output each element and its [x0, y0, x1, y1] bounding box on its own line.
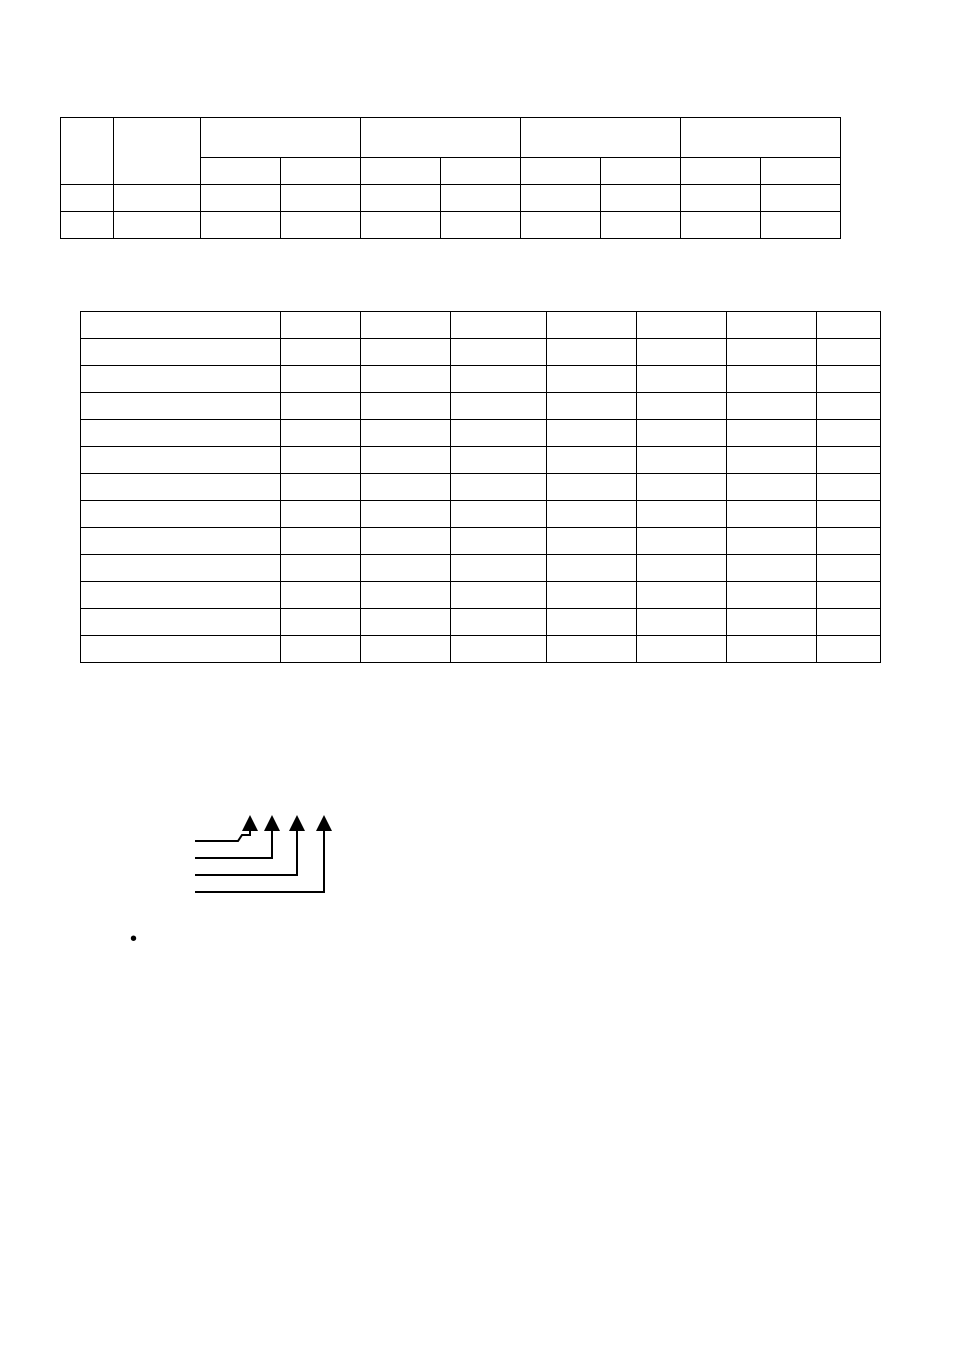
table-1-r2-c4 — [281, 212, 361, 239]
table-1-sub-1a — [201, 158, 281, 185]
table-2-row — [81, 555, 881, 582]
table-1-r2-c7 — [521, 212, 601, 239]
table-2-h2 — [281, 312, 361, 339]
bullet-icon: • — [130, 928, 137, 951]
table-2-row — [81, 528, 881, 555]
page: • — [0, 0, 954, 1351]
table-1-sub-3b — [601, 158, 681, 185]
table-1-row-1 — [61, 185, 841, 212]
arrow-diagram-svg — [120, 813, 350, 928]
table-1-header-row-1 — [61, 118, 841, 158]
table-1-r2-c6 — [441, 212, 521, 239]
table-1-group-4-header — [681, 118, 841, 158]
arrow-diagram — [120, 813, 350, 928]
table-1-r2-c5 — [361, 212, 441, 239]
table-2-h8 — [817, 312, 881, 339]
table-1-sub-4b — [761, 158, 841, 185]
table-1 — [60, 117, 841, 239]
table-2-h4 — [451, 312, 547, 339]
table-1-r1-c3 — [201, 185, 281, 212]
table-1-r1-c8 — [601, 185, 681, 212]
table-1-r1-c7 — [521, 185, 601, 212]
table-1-r2-c3 — [201, 212, 281, 239]
table-2-h1 — [81, 312, 281, 339]
table-1-r1-c2 — [114, 185, 201, 212]
table-2-row — [81, 366, 881, 393]
table-1-row-2 — [61, 212, 841, 239]
table-2-h5 — [547, 312, 637, 339]
table-1-r1-c4 — [281, 185, 361, 212]
table-2-row — [81, 339, 881, 366]
table-2-h6 — [637, 312, 727, 339]
table-1-group-3-header — [521, 118, 681, 158]
table-1-r2-c2 — [114, 212, 201, 239]
table-1-col-1-header — [61, 118, 114, 185]
table-1-col-2-header — [114, 118, 201, 185]
table-1-r2-c10 — [761, 212, 841, 239]
table-2-row — [81, 393, 881, 420]
table-1-group-1-header — [201, 118, 361, 158]
table-2-row — [81, 582, 881, 609]
table-1-sub-2b — [441, 158, 521, 185]
table-2-row — [81, 501, 881, 528]
table-1-r1-c5 — [361, 185, 441, 212]
table-1-sub-4a — [681, 158, 761, 185]
table-1-r2-c8 — [601, 212, 681, 239]
table-2-header-row — [81, 312, 881, 339]
table-2-row — [81, 636, 881, 663]
table-1-r1-c1 — [61, 185, 114, 212]
table-2-row — [81, 420, 881, 447]
table-1-r2-c1 — [61, 212, 114, 239]
table-1-group-2-header — [361, 118, 521, 158]
table-2-h7 — [727, 312, 817, 339]
table-1-r1-c10 — [761, 185, 841, 212]
table-1-r2-c9 — [681, 212, 761, 239]
table-2-row — [81, 609, 881, 636]
table-1-sub-1b — [281, 158, 361, 185]
table-2 — [80, 311, 881, 663]
table-1-r1-c6 — [441, 185, 521, 212]
table-2-row — [81, 447, 881, 474]
table-1-sub-2a — [361, 158, 441, 185]
table-2-h3 — [361, 312, 451, 339]
table-1-sub-3a — [521, 158, 601, 185]
table-1-r1-c9 — [681, 185, 761, 212]
table-2-row — [81, 474, 881, 501]
